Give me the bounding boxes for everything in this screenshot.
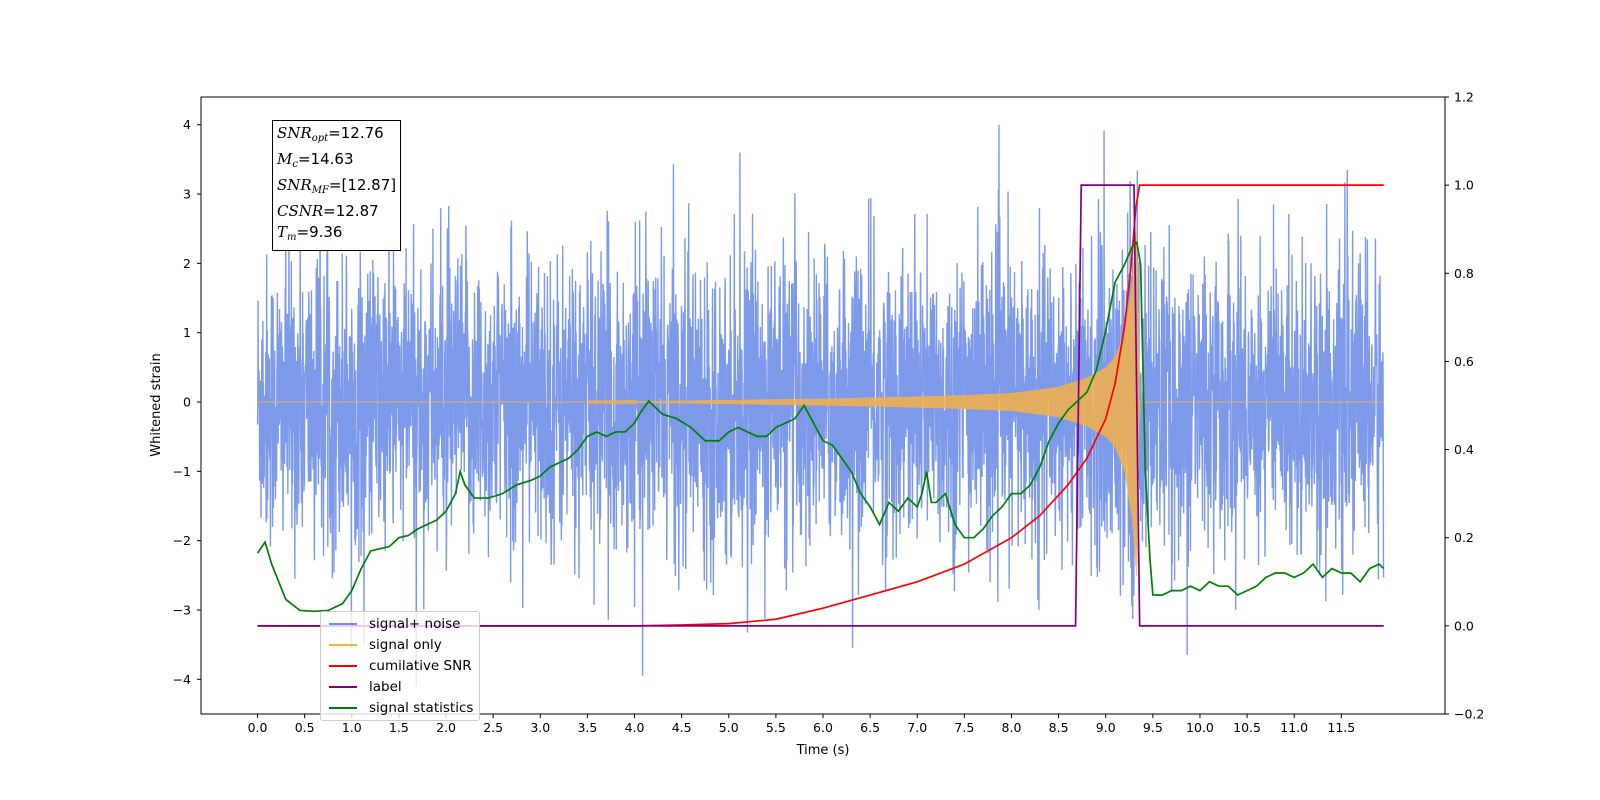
legend-label-cumulative-snr: cumilative SNR <box>369 658 472 674</box>
x-tick-label: 11.5 <box>1327 720 1355 735</box>
x-tick-label: 0.0 <box>248 720 268 735</box>
y-tick-label-right: 0.0 <box>1454 618 1474 633</box>
mc-line: Mc=14.63 <box>277 150 354 170</box>
y-axis-label: Whitened strain <box>149 353 164 456</box>
legend-item-signal-statistics: signal statistics <box>329 699 473 717</box>
x-tick-label: 5.5 <box>766 720 786 735</box>
series-signal-noise <box>256 124 1385 687</box>
legend-swatch-signal-only <box>329 644 357 646</box>
y-tick-label-right: −0.2 <box>1454 707 1484 722</box>
x-tick-label: 0.5 <box>295 720 315 735</box>
x-tick-label: 6.5 <box>860 720 880 735</box>
mc-value: 14.63 <box>310 150 354 168</box>
csnr-value: 12.87 <box>335 202 379 220</box>
snr-mf-line: SNRMF=[12.87] <box>277 176 397 196</box>
y-tick-label-right: 0.4 <box>1454 442 1474 457</box>
legend: signal+ noise signal only cumilative SNR… <box>320 611 480 721</box>
legend-label-label: label <box>369 679 402 695</box>
y-tick-label-left: 0 <box>183 395 191 410</box>
legend-label-signal-noise: signal+ noise <box>369 616 461 632</box>
y-tick-label-left: −3 <box>173 603 191 618</box>
x-tick-label: 4.5 <box>672 720 692 735</box>
x-tick-label: 9.5 <box>1143 720 1163 735</box>
axes-layer: 0.0 0.5 1.0 1.5 2.0 2.5 3.0 3.5 4.0 4.5 5.0 5.5 6.0 6… <box>173 90 1485 736</box>
tm-line: Tm=9.36 <box>277 223 343 243</box>
x-tick-label: 2.5 <box>483 720 503 735</box>
x-tick-label: 7.5 <box>954 720 974 735</box>
x-tick-label: 8.5 <box>1049 720 1069 735</box>
legend-swatch-cumulative-snr <box>329 665 357 667</box>
x-tick-label: 1.0 <box>342 720 362 735</box>
y-tick-label-right: 0.2 <box>1454 530 1474 545</box>
csnr-line: CSNR=12.87 <box>277 202 379 220</box>
series-label <box>257 184 1384 627</box>
x-tick-label: 3.5 <box>577 720 597 735</box>
snr-opt-value: 12.76 <box>340 124 384 142</box>
y-tick-label-right: 0.6 <box>1454 354 1474 369</box>
x-tick-label: 10.0 <box>1186 720 1214 735</box>
y-tick-label-right: 1.0 <box>1454 178 1474 193</box>
y-tick-label-left: −2 <box>173 533 191 548</box>
y-tick-label-left: 3 <box>183 187 191 202</box>
y-tick-label-left: 1 <box>183 325 191 340</box>
x-tick-label: 3.0 <box>530 720 550 735</box>
x-tick-label: 11.0 <box>1280 720 1308 735</box>
tm-value: 9.36 <box>309 223 343 241</box>
x-tick-label: 4.0 <box>625 720 645 735</box>
x-axis-label: Time (s) <box>796 743 850 758</box>
stats-annotation: SNRopt=12.76 Mc=14.63 SNRMF=[12.87] CSNR… <box>272 120 402 251</box>
y-tick-label-right: 1.2 <box>1454 90 1474 105</box>
snr-opt-line: SNRopt=12.76 <box>277 124 384 144</box>
snr-mf-value: [12.87] <box>341 176 397 194</box>
legend-label-signal-only: signal only <box>369 637 442 653</box>
y-tick-label-left: 2 <box>183 256 191 271</box>
legend-item-signal-noise: signal+ noise <box>329 615 460 633</box>
legend-item-label: label <box>329 678 402 696</box>
series-layer <box>256 124 1385 687</box>
legend-item-signal-only: signal only <box>329 636 442 654</box>
x-tick-label: 9.0 <box>1096 720 1116 735</box>
x-tick-label: 2.0 <box>436 720 456 735</box>
y-tick-label-right: 0.8 <box>1454 266 1474 281</box>
legend-item-cumulative-snr: cumilative SNR <box>329 657 472 675</box>
x-tick-label: 1.5 <box>389 720 409 735</box>
y-tick-label-left: −4 <box>173 672 191 687</box>
legend-swatch-signal-statistics <box>329 707 357 709</box>
x-tick-label: 10.5 <box>1233 720 1261 735</box>
legend-swatch-label <box>329 686 357 688</box>
x-tick-label: 8.0 <box>1002 720 1022 735</box>
x-tick-label: 5.0 <box>719 720 739 735</box>
x-tick-label: 7.0 <box>907 720 927 735</box>
series-signal-statistics <box>256 240 1385 613</box>
series-signal-only <box>257 223 1384 577</box>
y-tick-label-left: −1 <box>173 464 191 479</box>
series-cumilative-snr <box>257 184 1384 627</box>
legend-label-signal-statistics: signal statistics <box>369 700 474 716</box>
x-tick-label: 6.0 <box>813 720 833 735</box>
y-tick-label-left: 4 <box>183 117 191 132</box>
legend-swatch-signal-noise <box>329 623 357 625</box>
